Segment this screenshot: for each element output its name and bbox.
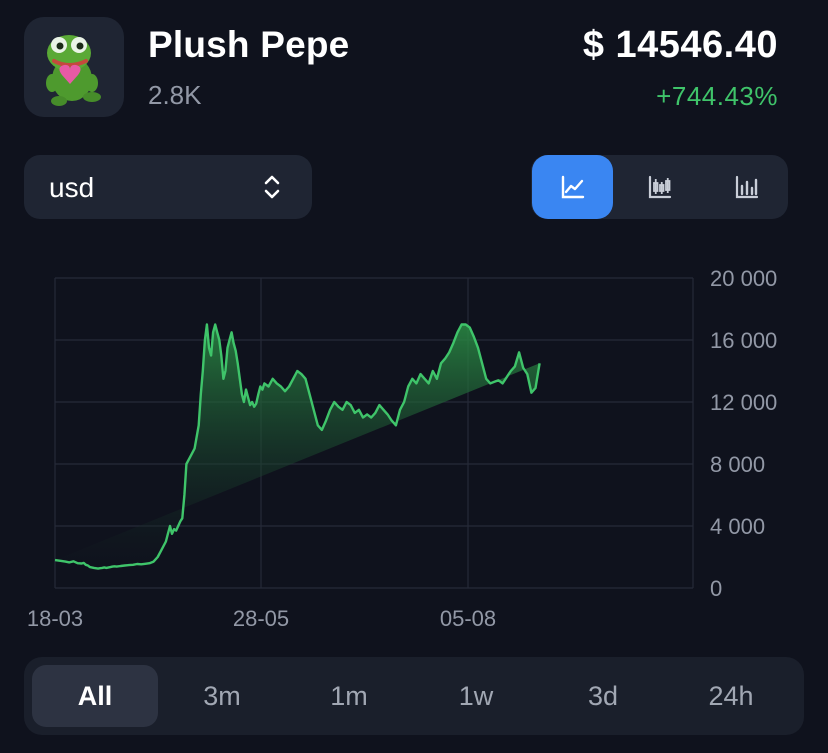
- y-tick-label: 12 000: [710, 390, 777, 415]
- collection-name: Plush Pepe: [148, 24, 350, 65]
- chart-area-fill: [55, 324, 540, 569]
- line-chart-button[interactable]: [532, 155, 613, 219]
- period-1w[interactable]: 1w: [458, 680, 494, 711]
- y-tick-label: 20 000: [710, 266, 777, 291]
- chart-type-toggle: [531, 155, 788, 219]
- line-chart-icon: [561, 175, 584, 199]
- candlestick-chart-button[interactable]: [619, 155, 700, 219]
- chart-line-series: [54, 323, 541, 570]
- period-3d[interactable]: 3d: [587, 680, 619, 711]
- y-tick-label: 0: [710, 576, 722, 601]
- x-tick-label: 05-08: [440, 606, 496, 631]
- collection-count: 2.8K: [148, 80, 202, 110]
- period-all[interactable]: All: [32, 665, 158, 727]
- y-tick-label: 4 000: [710, 514, 765, 539]
- currency-select[interactable]: usd: [24, 155, 312, 219]
- period-24h[interactable]: 24h: [708, 680, 754, 711]
- price-value: $ 14546.40: [582, 24, 778, 66]
- price-change: +744.43%: [656, 81, 778, 111]
- period-selector: All 3m 1m 1w 3d 24h: [24, 657, 804, 735]
- y-tick-label: 8 000: [710, 452, 765, 477]
- y-tick-label: 16 000: [710, 328, 777, 353]
- period-1m[interactable]: 1m: [330, 680, 368, 711]
- x-tick-label: 18-03: [27, 606, 83, 631]
- bar-chart-icon: [735, 175, 758, 199]
- price-chart[interactable]: 20 000 16 000 12 000 8 000 4 000 0 18-03 28-05…: [0, 255, 828, 645]
- currency-select-value: usd: [49, 172, 95, 203]
- plush-pepe-frog-icon: [46, 35, 101, 106]
- candlestick-chart-icon: [648, 175, 671, 199]
- collection-avatar: [24, 17, 124, 117]
- chevron-up-down-icon: [264, 175, 280, 199]
- period-3m[interactable]: 3m: [203, 680, 241, 711]
- x-tick-label: 28-05: [233, 606, 289, 631]
- bar-chart-button[interactable]: [706, 155, 787, 219]
